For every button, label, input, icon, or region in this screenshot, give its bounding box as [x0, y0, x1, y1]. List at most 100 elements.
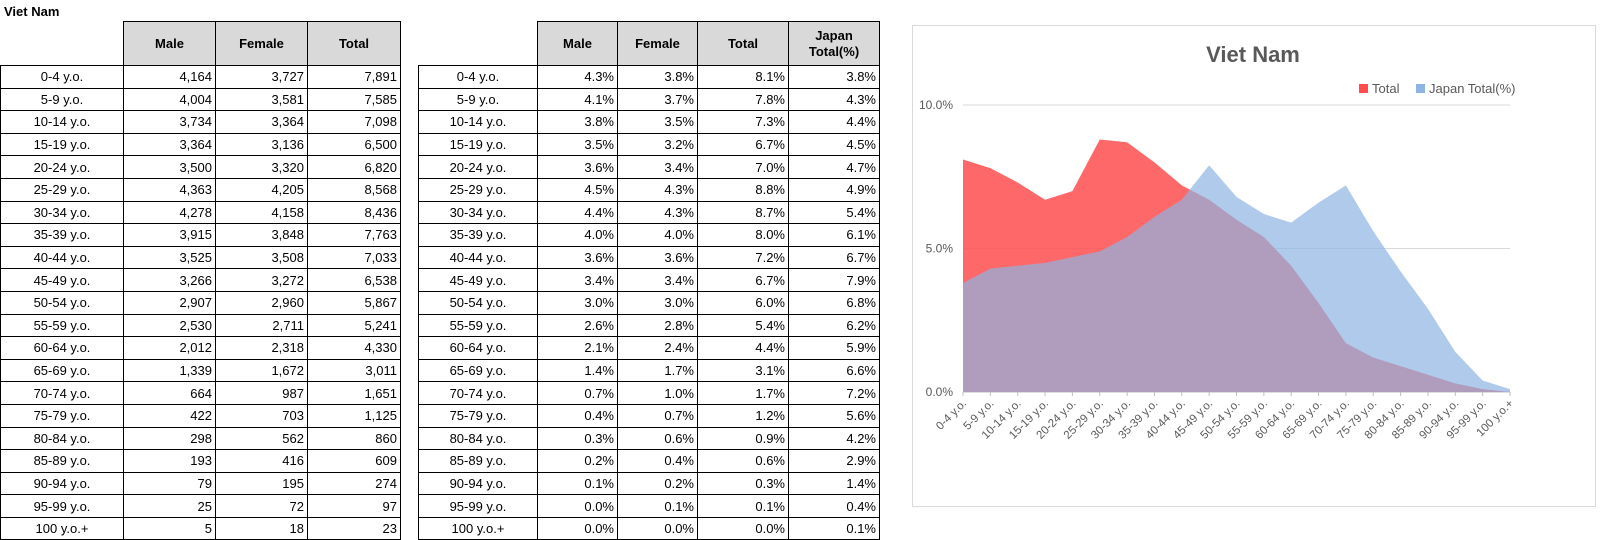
cell-male[interactable]: 298 [123, 426, 216, 451]
cell-total[interactable]: 6,820 [307, 155, 401, 179]
cell-male[interactable]: 664 [123, 381, 216, 405]
legend-item[interactable]: Japan Total(%) [1416, 81, 1515, 96]
cell-total[interactable]: 7.3% [697, 110, 789, 134]
cell-total[interactable]: 0.6% [697, 449, 789, 473]
cell-male[interactable]: 3.6% [537, 245, 618, 270]
row-label-cell[interactable]: 100 y.o.+ [418, 516, 538, 540]
cell-male[interactable]: 1,339 [123, 358, 216, 383]
chart-area[interactable]: Viet Nam 0.0% 5.0% 10.0% 0-4 y.o. 5-9 y.o. 10… [912, 25, 1596, 507]
cell-female[interactable]: 4,205 [215, 177, 308, 202]
row-label-cell[interactable]: 80-84 y.o. [0, 426, 124, 451]
cell-female[interactable]: 3.7% [617, 87, 698, 112]
cell-male[interactable]: 3.6% [537, 155, 618, 179]
row-label-cell[interactable]: 95-99 y.o. [418, 494, 538, 518]
cell-total[interactable]: 274 [307, 471, 401, 496]
cell-total[interactable]: 8.1% [697, 65, 789, 89]
cell-female[interactable]: 3,848 [215, 223, 308, 247]
row-label-cell[interactable]: 95-99 y.o. [0, 494, 124, 518]
row-label-cell[interactable]: 20-24 y.o. [0, 155, 124, 179]
row-label-cell[interactable]: 40-44 y.o. [0, 245, 124, 270]
cell-total[interactable]: 7,033 [307, 245, 401, 270]
row-label-cell[interactable]: 70-74 y.o. [0, 381, 124, 405]
cell-male[interactable]: 193 [123, 449, 216, 473]
cell-total[interactable]: 5,867 [307, 290, 401, 315]
cell-japan[interactable]: 6.8% [788, 290, 880, 315]
cell-total[interactable]: 4.4% [697, 336, 789, 360]
cell-female[interactable]: 2,318 [215, 336, 308, 360]
cell-female[interactable]: 3.6% [617, 245, 698, 270]
cell-female[interactable]: 0.6% [617, 426, 698, 451]
cell-female[interactable]: 3.4% [617, 155, 698, 179]
cell-male[interactable]: 4,278 [123, 200, 216, 225]
cell-male[interactable]: 4,363 [123, 177, 216, 202]
cell-japan[interactable]: 6.1% [788, 223, 880, 247]
cell-female[interactable]: 18 [215, 516, 308, 540]
cell-japan[interactable]: 6.6% [788, 358, 880, 383]
cell-total[interactable]: 8.7% [697, 200, 789, 225]
cell-female[interactable]: 2,711 [215, 313, 308, 338]
cell-male[interactable]: 0.2% [537, 449, 618, 473]
cell-male[interactable]: 4,004 [123, 87, 216, 112]
cell-male[interactable]: 0.0% [537, 494, 618, 518]
cell-japan[interactable]: 4.3% [788, 87, 880, 112]
cell-total[interactable]: 4,330 [307, 336, 401, 360]
row-label-cell[interactable]: 30-34 y.o. [418, 200, 538, 225]
cell-female[interactable]: 3,508 [215, 245, 308, 270]
cell-female[interactable]: 987 [215, 381, 308, 405]
cell-japan[interactable]: 0.1% [788, 516, 880, 540]
cell-total[interactable]: 3,011 [307, 358, 401, 383]
row-label-cell[interactable]: 25-29 y.o. [418, 177, 538, 202]
cell-male[interactable]: 3,500 [123, 155, 216, 179]
cell-japan[interactable]: 4.9% [788, 177, 880, 202]
cell-total[interactable]: 7.2% [697, 245, 789, 270]
column-header-female[interactable]: Female [215, 21, 308, 66]
cell-male[interactable]: 3.4% [537, 268, 618, 292]
cell-female[interactable]: 562 [215, 426, 308, 451]
cell-total[interactable]: 3.1% [697, 358, 789, 383]
cell-female[interactable]: 0.4% [617, 449, 698, 473]
cell-total[interactable]: 8.8% [697, 177, 789, 202]
cell-male[interactable]: 5 [123, 516, 216, 540]
cell-japan[interactable]: 5.6% [788, 403, 880, 428]
row-label-cell[interactable]: 15-19 y.o. [418, 132, 538, 157]
legend-item[interactable]: Total [1359, 81, 1400, 96]
row-label-cell[interactable]: 25-29 y.o. [0, 177, 124, 202]
cell-female[interactable]: 1,672 [215, 358, 308, 383]
cell-male[interactable]: 3,525 [123, 245, 216, 270]
cell-total[interactable]: 1.2% [697, 403, 789, 428]
row-label-cell[interactable]: 85-89 y.o. [0, 449, 124, 473]
row-label-cell[interactable]: 20-24 y.o. [418, 155, 538, 179]
cell-male[interactable]: 25 [123, 494, 216, 518]
cell-female[interactable]: 3,272 [215, 268, 308, 292]
cell-total[interactable]: 5.4% [697, 313, 789, 338]
cell-male[interactable]: 3.0% [537, 290, 618, 315]
row-label-cell[interactable]: 60-64 y.o. [0, 336, 124, 360]
cell-female[interactable]: 4.0% [617, 223, 698, 247]
cell-male[interactable]: 2.1% [537, 336, 618, 360]
cell-male[interactable]: 2,530 [123, 313, 216, 338]
column-header-japan-total-pct[interactable]: Japan Total(%) [788, 21, 880, 66]
row-label-cell[interactable]: 55-59 y.o. [418, 313, 538, 338]
cell-japan[interactable]: 4.5% [788, 132, 880, 157]
cell-total[interactable]: 609 [307, 449, 401, 473]
cell-female[interactable]: 2.8% [617, 313, 698, 338]
cell-total[interactable]: 1.7% [697, 381, 789, 405]
row-label-cell[interactable]: 65-69 y.o. [0, 358, 124, 383]
cell-total[interactable]: 5,241 [307, 313, 401, 338]
cell-japan[interactable]: 4.4% [788, 110, 880, 134]
cell-male[interactable]: 4,164 [123, 65, 216, 89]
cell-female[interactable]: 3,136 [215, 132, 308, 157]
row-label-cell[interactable]: 90-94 y.o. [418, 471, 538, 496]
cell-female[interactable]: 2.4% [617, 336, 698, 360]
cell-female[interactable]: 0.0% [617, 516, 698, 540]
cell-female[interactable]: 3.8% [617, 65, 698, 89]
cell-male[interactable]: 0.4% [537, 403, 618, 428]
cell-female[interactable]: 703 [215, 403, 308, 428]
cell-japan[interactable]: 1.4% [788, 471, 880, 496]
cell-japan[interactable]: 6.2% [788, 313, 880, 338]
cell-total[interactable]: 23 [307, 516, 401, 540]
row-label-cell[interactable]: 30-34 y.o. [0, 200, 124, 225]
cell-japan[interactable]: 7.2% [788, 381, 880, 405]
row-label-cell[interactable]: 100 y.o.+ [0, 516, 124, 540]
row-label-cell[interactable]: 60-64 y.o. [418, 336, 538, 360]
